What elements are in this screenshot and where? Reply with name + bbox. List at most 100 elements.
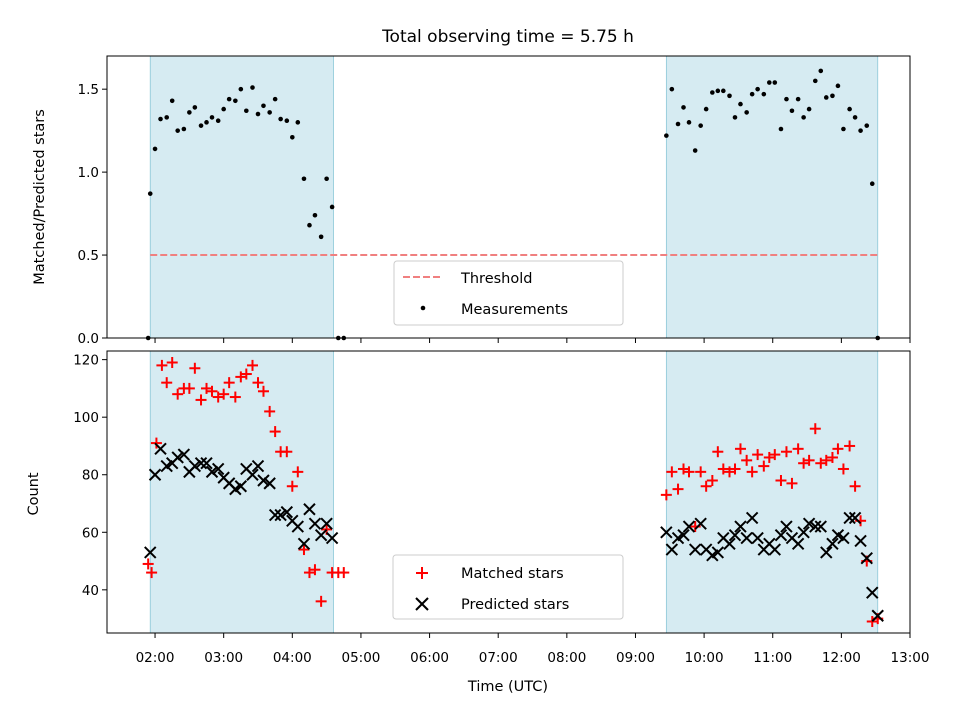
measurement-point — [209, 115, 215, 120]
predicted-star-point — [320, 517, 333, 530]
bottom-legend-box — [392, 554, 624, 620]
matched-star-point — [752, 449, 764, 461]
predicted-star-point — [728, 528, 742, 542]
measurements-points — [145, 68, 881, 341]
measurement-point — [181, 126, 187, 132]
predicted-star-point — [814, 520, 827, 533]
predicted-star-point — [797, 526, 810, 539]
predicted-star-point — [837, 531, 850, 545]
matched-star-point — [315, 595, 327, 607]
measurement-point — [329, 204, 335, 210]
predicted-star-point — [280, 505, 294, 519]
matched-star-point — [264, 405, 276, 417]
predicted-star-point — [188, 459, 202, 473]
predicted-star-point — [314, 528, 328, 542]
measurement-point — [858, 128, 863, 133]
bottom-y-axis-label: Count — [26, 472, 42, 515]
measurement-point — [261, 103, 266, 109]
measurement-point — [835, 83, 841, 89]
predicted-star-point — [234, 480, 248, 493]
x-tick-label: 05:00 — [341, 650, 380, 666]
measurement-point — [250, 85, 255, 90]
predicted-star-point — [251, 459, 265, 473]
matched-star-point — [809, 423, 821, 435]
measurement-point — [238, 86, 244, 92]
measurement-point — [295, 120, 301, 125]
matched-star-point — [146, 567, 158, 579]
matched-star-point — [786, 477, 798, 489]
bottom-panel: 40 60 80 100 120 02:00 03:00 04:00 05:00 06:00 07… — [26, 350, 929, 695]
measurement-point — [147, 191, 153, 196]
measurement-point — [744, 110, 749, 115]
measurement-point — [158, 116, 163, 122]
x-tick-label: 12:00 — [822, 650, 861, 666]
measurement-point — [841, 126, 846, 132]
measurement-point — [830, 93, 835, 99]
predicted-star-point — [866, 586, 879, 599]
y-tick-label: 0.0 — [78, 331, 99, 347]
matched-star-point — [820, 454, 832, 466]
predicted-legend-swatch — [415, 597, 429, 611]
measurement-point — [675, 121, 681, 127]
x-tick-label: 08:00 — [547, 650, 586, 666]
predicted-star-point — [268, 508, 282, 522]
matched-star-point — [734, 443, 746, 455]
measurement-point — [749, 91, 755, 97]
matched-star-point — [660, 489, 672, 501]
predicted-star-point — [820, 546, 833, 559]
x-tick-label: 04:00 — [273, 650, 312, 666]
predicted-star-point — [740, 531, 753, 545]
matched-star-point — [161, 377, 173, 389]
measurement-point — [226, 96, 232, 102]
y-tick-label: 100 — [73, 410, 99, 426]
x-tick-label: 03:00 — [204, 650, 243, 666]
measurement-point — [307, 222, 312, 228]
matched-star-point — [156, 359, 168, 371]
matched-star-point — [683, 466, 695, 478]
matched-star-point — [712, 446, 724, 458]
measurement-point — [301, 176, 307, 182]
observing-window — [665, 350, 879, 634]
matched-star-point — [150, 437, 162, 449]
matched-legend-label: Matched stars — [461, 566, 564, 582]
top-panel: 0.0 0.5 1.0 1.5 Matched/Predicted stars Thr… — [32, 55, 911, 347]
measurement-point — [187, 110, 192, 115]
y-tick-label: 60 — [82, 525, 99, 541]
matched-star-point — [172, 388, 184, 400]
matched-star-point — [780, 446, 792, 458]
predicted-star-point — [780, 520, 793, 533]
measurement-point — [761, 91, 767, 97]
matched-star-point — [183, 382, 195, 394]
matched-star-point — [247, 359, 259, 371]
matched-star-point — [142, 558, 154, 570]
predicted-star-point — [751, 531, 764, 545]
measurement-point — [318, 234, 324, 240]
predicted-stars-points — [144, 442, 884, 622]
measurement-point — [755, 86, 760, 92]
predicted-star-point — [257, 474, 270, 487]
x-axis-label: Time (UTC) — [467, 679, 548, 695]
bottom-observing-windows — [149, 350, 879, 634]
predicted-star-point — [688, 543, 702, 556]
measurement-point — [801, 115, 806, 120]
measurement-point — [233, 98, 238, 104]
matched-star-point — [826, 451, 838, 463]
measurement-point — [698, 123, 703, 128]
matched-star-point — [218, 388, 230, 400]
measurement-point — [721, 88, 726, 94]
matched-star-point — [844, 440, 856, 452]
measurement-point — [175, 128, 180, 133]
measurement-point — [784, 96, 789, 102]
predicted-star-point — [871, 609, 884, 622]
measurement-point — [767, 80, 772, 85]
matched-star-point — [746, 466, 758, 478]
matched-star-point — [758, 460, 770, 472]
predicted-star-point — [843, 511, 856, 525]
measurement-point — [169, 98, 175, 104]
top-y-axis-label: Matched/Predicted stars — [32, 109, 48, 285]
y-tick-label: 80 — [82, 468, 99, 484]
measurement-point — [164, 115, 170, 120]
x-tick-label: 06:00 — [410, 650, 449, 666]
measurement-point — [244, 108, 249, 114]
